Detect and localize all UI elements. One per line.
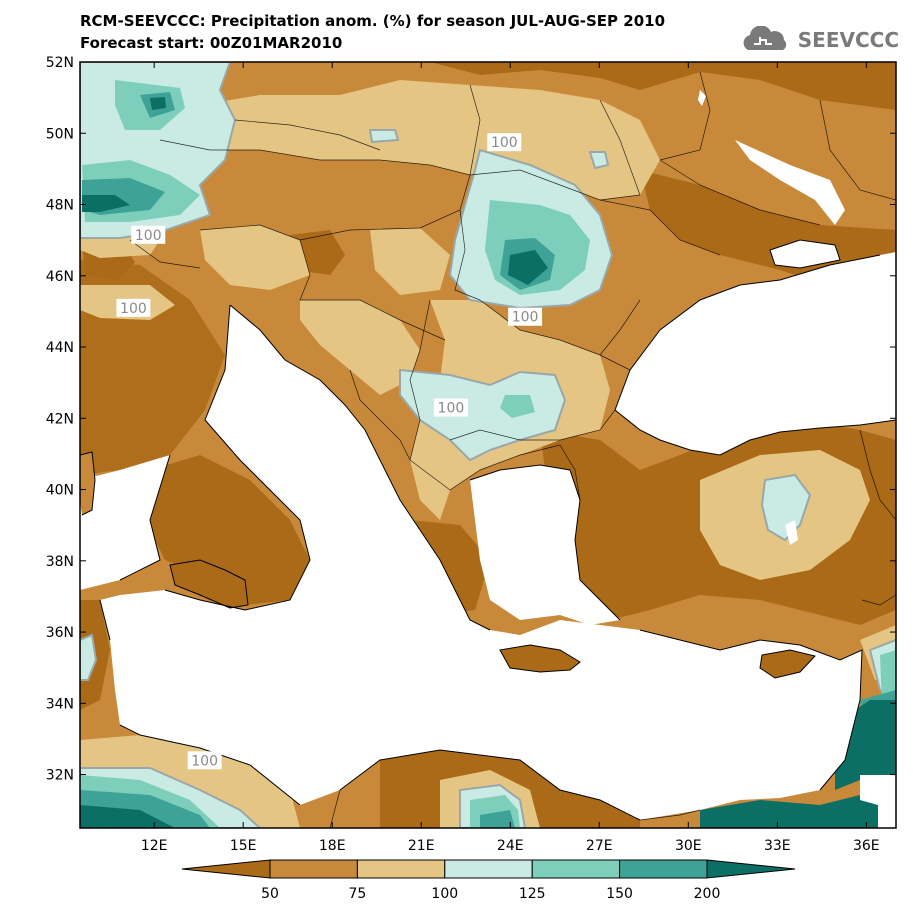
- colorbar-label: 75: [348, 886, 366, 902]
- lat-tick-label: 38N: [46, 554, 74, 570]
- lat-tick-label: 46N: [46, 269, 74, 285]
- map-field: 100 100 100 100 100 100: [80, 62, 896, 828]
- map-title: RCM-SEEVCCC: Precipitation anom. (%) for…: [80, 12, 665, 30]
- lat-tick-label: 42N: [46, 411, 74, 427]
- contour-label: 100: [120, 301, 147, 317]
- colorbar-label: 100: [431, 886, 458, 902]
- latitude-axis: 52N 50N 48N 46N 44N 42N 40N 38N 36N 34N 32N: [46, 55, 896, 784]
- lat-tick-label: 40N: [46, 483, 74, 499]
- lat-tick-label: 52N: [46, 55, 74, 71]
- contour-label: 100: [438, 401, 465, 417]
- contour-label-box: [487, 133, 522, 152]
- contour-label-box: [116, 298, 151, 317]
- colorbar-swatch: [531, 859, 621, 879]
- contour-label: 100: [135, 228, 162, 244]
- contour-labels: 100 100 100 100 100 100: [116, 133, 543, 770]
- colorbar-swatch: [181, 859, 271, 879]
- lat-tick-label: 36N: [46, 625, 74, 641]
- lat-tick-label: 48N: [46, 198, 74, 214]
- sea-mask: [80, 90, 896, 828]
- lat-tick-label: 34N: [46, 696, 74, 712]
- colorbar-swatch: [444, 859, 533, 879]
- colorbar-swatch: [356, 859, 446, 879]
- colorbar-label: 125: [519, 886, 546, 902]
- lat-tick-label: 44N: [46, 340, 74, 356]
- lat-tick-label: 50N: [46, 126, 74, 142]
- seevccc-logo: SEEVCCC: [738, 26, 899, 54]
- lon-tick-label: 33E: [764, 838, 791, 854]
- lat-tick-label: 32N: [46, 768, 74, 784]
- lon-tick-label: 15E: [230, 838, 257, 854]
- colorbar-swatch: [619, 859, 708, 879]
- colorbar-swatch: [269, 859, 358, 879]
- lon-tick-label: 18E: [319, 838, 346, 854]
- contour-label: 100: [191, 753, 218, 769]
- lon-tick-label: 12E: [141, 838, 168, 854]
- longitude-axis: 12E 15E 18E 21E 24E 27E 30E 33E 36E: [141, 62, 880, 854]
- logo-text: SEEVCCC: [797, 28, 899, 52]
- lon-tick-label: 36E: [853, 838, 880, 854]
- country-borders: [129, 71, 896, 828]
- cloud-icon: [743, 26, 786, 50]
- colorbar-label: 200: [694, 886, 721, 902]
- contour-label-box: [433, 398, 468, 417]
- contour-label-box: [187, 751, 222, 770]
- lon-tick-label: 30E: [675, 838, 702, 854]
- contour-label: 100: [512, 310, 539, 326]
- map-frame: [79, 61, 897, 829]
- colorbar-swatch: [706, 859, 796, 879]
- lon-tick-label: 21E: [408, 838, 435, 854]
- contour-label-box: [131, 225, 166, 244]
- lon-tick-label: 27E: [586, 838, 613, 854]
- contour-label: 100: [491, 135, 518, 151]
- contour-label-box: [508, 307, 543, 326]
- colorbar: 50 75 100 125 150 200: [181, 859, 796, 902]
- colorbar-label: 150: [606, 886, 633, 902]
- colorbar-label: 50: [261, 886, 279, 902]
- coastlines: [80, 239, 896, 821]
- lon-tick-label: 24E: [497, 838, 524, 854]
- forecast-start: Forecast start: 00Z01MAR2010: [80, 34, 343, 52]
